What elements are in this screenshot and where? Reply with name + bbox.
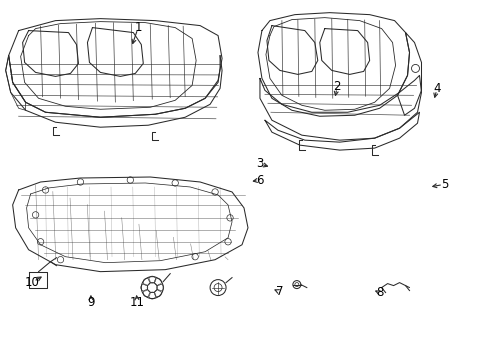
- Text: 4: 4: [432, 82, 440, 95]
- Text: 5: 5: [440, 178, 447, 191]
- Text: 2: 2: [333, 80, 340, 93]
- Text: 7: 7: [275, 285, 283, 298]
- Text: 3: 3: [256, 157, 263, 170]
- Text: 1: 1: [134, 21, 142, 34]
- Text: 10: 10: [25, 276, 40, 289]
- Text: 6: 6: [256, 174, 264, 186]
- Text: 11: 11: [129, 296, 144, 309]
- Text: 9: 9: [87, 296, 95, 309]
- Text: 8: 8: [376, 287, 383, 300]
